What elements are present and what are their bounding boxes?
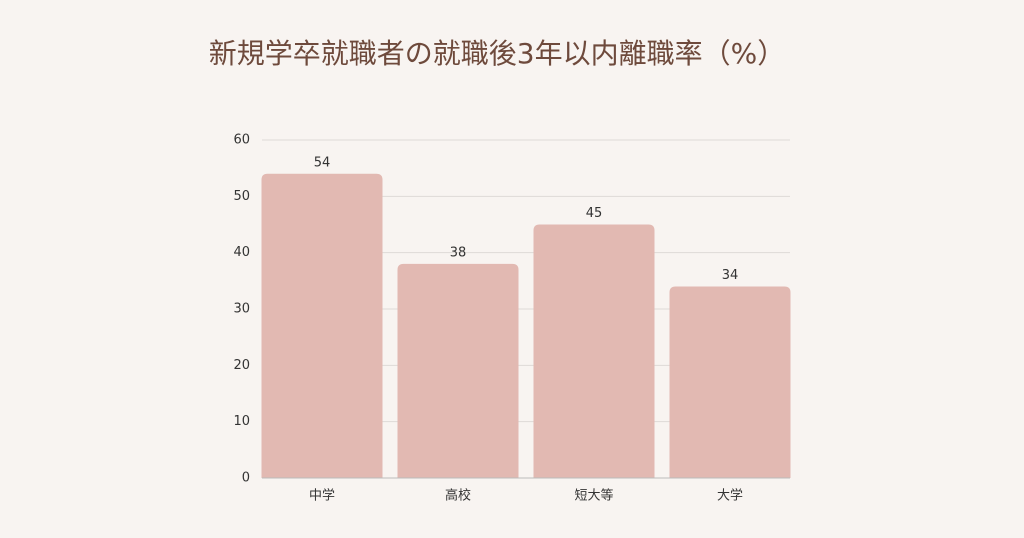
x-tick-label: 大学 [717,488,743,504]
x-tick-label: 中学 [309,488,335,504]
value-label: 45 [586,206,603,221]
chart-title: 新規学卒就職者の就職後3年以内離職率（%） [209,37,785,70]
value-label: 38 [450,245,467,260]
y-tick-label: 50 [233,189,250,204]
y-tick-label: 60 [233,133,250,148]
x-tick-label: 高校 [445,488,471,504]
bar [261,173,383,479]
value-label: 34 [722,268,739,283]
x-tick-label: 短大等 [574,488,613,504]
y-tick-label: 10 [233,414,250,429]
value-label: 54 [314,155,331,170]
y-tick-label: 30 [233,302,250,317]
bar [669,286,791,478]
bar [397,263,519,478]
bar [533,224,655,478]
y-tick-label: 20 [233,358,250,373]
y-tick-label: 40 [233,245,250,260]
y-tick-label: 0 [242,471,250,486]
